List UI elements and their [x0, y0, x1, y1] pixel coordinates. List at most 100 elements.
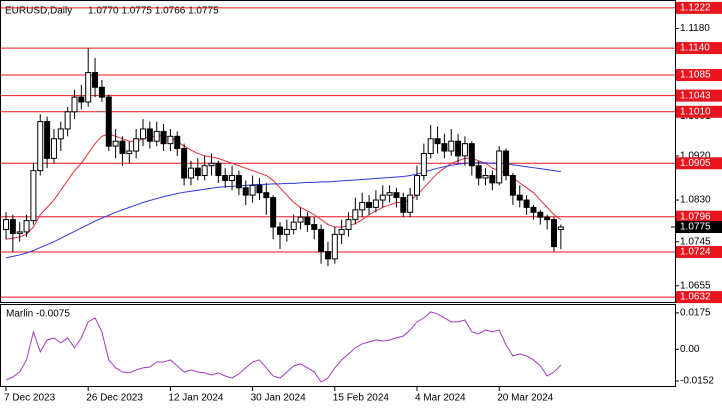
candle-body [126, 150, 133, 154]
candle-body [140, 128, 146, 140]
moving-average-line [5, 133, 562, 240]
level-label: 1.0796 [680, 211, 711, 222]
level-label: 1.1085 [680, 70, 711, 81]
candle-body [523, 199, 530, 208]
candle-body [482, 175, 489, 179]
candle-body [222, 175, 229, 181]
level-label-bg [676, 246, 722, 258]
level-label: 1.1010 [680, 106, 711, 117]
x-tick-label: 26 Dec 2023 [86, 393, 143, 404]
candle-body [434, 138, 441, 145]
candle-body [98, 86, 105, 98]
candle-body [105, 96, 112, 147]
candle-body [427, 138, 434, 154]
candle-body [468, 143, 475, 167]
level-label: 1.1222 [680, 3, 711, 14]
candle-body [23, 220, 30, 233]
level-label-bg [676, 210, 722, 223]
candle-body [208, 162, 215, 167]
candle-body [3, 219, 9, 230]
x-tick-label: 15 Feb 2024 [333, 393, 390, 404]
candle-body [379, 194, 386, 201]
level-label: 1.1043 [680, 90, 711, 101]
candle-body [359, 201, 366, 211]
level-label: 1.0905 [680, 158, 711, 169]
candle-body [215, 162, 222, 177]
candle-body [557, 226, 564, 230]
candle-body [30, 170, 37, 222]
candle-body [345, 219, 352, 230]
candle-body [133, 138, 140, 152]
candle-body [338, 228, 345, 235]
candle-body [297, 216, 304, 223]
candle-body [496, 150, 503, 184]
candle-body [256, 184, 263, 194]
y-tick-label: 1.0920 [680, 151, 711, 162]
candle-body [112, 140, 119, 147]
candle-body [420, 152, 427, 177]
candle-body [167, 135, 174, 145]
candle-body [537, 211, 544, 218]
y-tick-label: 1.1180 [680, 23, 710, 34]
candle-body [78, 96, 85, 103]
level-label-bg [676, 1, 722, 14]
candle-body [181, 148, 188, 179]
candle-body [530, 206, 537, 213]
candle-body [461, 143, 468, 157]
current-price-label: 1.0775 [680, 222, 711, 233]
candle-body [187, 167, 194, 179]
candle-body [64, 111, 71, 130]
candle-body [475, 165, 482, 179]
candle-body [366, 201, 373, 208]
candle-body [331, 233, 338, 260]
candle-body [146, 128, 153, 142]
x-tick-label: 30 Jan 2024 [251, 393, 306, 404]
symbol-label: EURUSD,Daily [5, 6, 72, 17]
main-pane-frame [0, 0, 676, 303]
candle-body [441, 143, 448, 152]
x-tick-label: 7 Dec 2023 [4, 393, 56, 404]
y-tick-label: 1.0655 [680, 280, 711, 291]
indicator-title: Marlin -0.0075 [6, 309, 70, 320]
x-tick-label: 4 Mar 2024 [415, 393, 466, 404]
candle-body [414, 175, 420, 196]
candle-body [372, 199, 379, 208]
candle-body [290, 221, 297, 230]
level-label: 1.1140 [680, 43, 710, 54]
candle-body [50, 138, 57, 159]
candle-body [544, 216, 551, 221]
candle-body [9, 219, 16, 234]
level-label: 1.0632 [680, 292, 711, 303]
candle-body [71, 96, 78, 113]
level-label: 1.0724 [680, 247, 711, 258]
candle-body [455, 140, 462, 157]
candle-body [242, 187, 249, 196]
y-tick-label: 1.0830 [680, 195, 711, 206]
candle-body [516, 194, 523, 201]
candle-body [448, 140, 455, 152]
candle-body [201, 165, 208, 177]
moving-average-line [5, 162, 561, 259]
candle-body [270, 197, 277, 228]
level-label-bg [676, 89, 722, 102]
candle-body [119, 140, 126, 154]
candle-body [57, 128, 64, 140]
candle-body [235, 175, 242, 189]
candle-body [37, 121, 44, 172]
candle-body [407, 194, 414, 213]
candle-body [174, 135, 181, 150]
x-tick-label: 12 Jan 2024 [168, 393, 223, 404]
candle-body [509, 175, 516, 196]
candle-body [160, 130, 167, 145]
x-tick-label: 20 Mar 2024 [497, 393, 554, 404]
candle-body [503, 150, 510, 177]
candle-body [400, 197, 407, 213]
candle-body [311, 224, 318, 230]
level-label-bg [676, 291, 722, 304]
candle-body [153, 130, 160, 142]
current-price-bg [676, 221, 722, 233]
y-tick-label: 1.0745 [680, 236, 711, 247]
candle-body [324, 251, 331, 260]
